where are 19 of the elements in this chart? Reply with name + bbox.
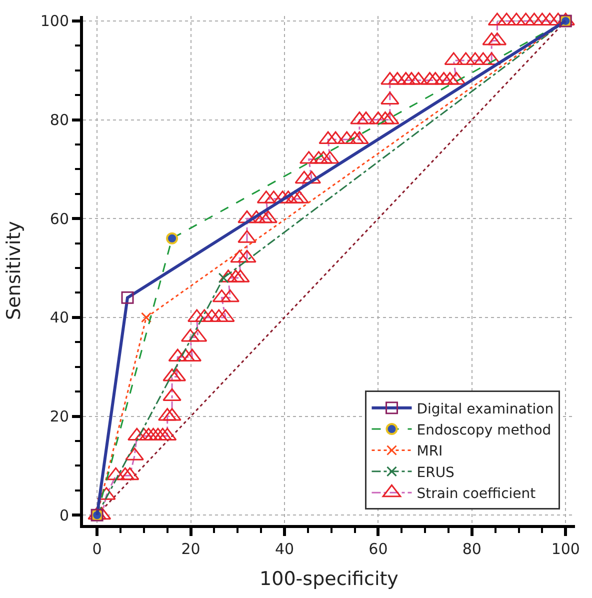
y-axis-title: Sensitivity bbox=[3, 221, 26, 320]
y-tick-label: 20 bbox=[50, 408, 69, 426]
x-tick-label: 100 bbox=[551, 540, 580, 558]
legend-label: ERUS bbox=[416, 464, 455, 481]
y-tick-label: 40 bbox=[50, 308, 69, 327]
x-tick-label: 20 bbox=[181, 540, 200, 558]
x-tick-label: 80 bbox=[462, 540, 482, 558]
x-axis-title: 100-specificity bbox=[260, 568, 398, 590]
y-tick-label: 0 bbox=[59, 506, 69, 524]
x-tick-label: 40 bbox=[274, 540, 294, 558]
y-tick-label: 60 bbox=[50, 210, 69, 228]
legend-label: Strain coefficient bbox=[416, 486, 536, 502]
legend-label: MRI bbox=[416, 444, 443, 460]
x-tick-label: 60 bbox=[368, 540, 388, 558]
y-tick-label: 100 bbox=[40, 12, 69, 30]
legend-label: Endoscopy method bbox=[416, 422, 552, 438]
x-tick-label: 0 bbox=[92, 540, 102, 558]
legend-label: Digital examination bbox=[416, 401, 554, 418]
y-tick-label: 80 bbox=[50, 111, 69, 130]
